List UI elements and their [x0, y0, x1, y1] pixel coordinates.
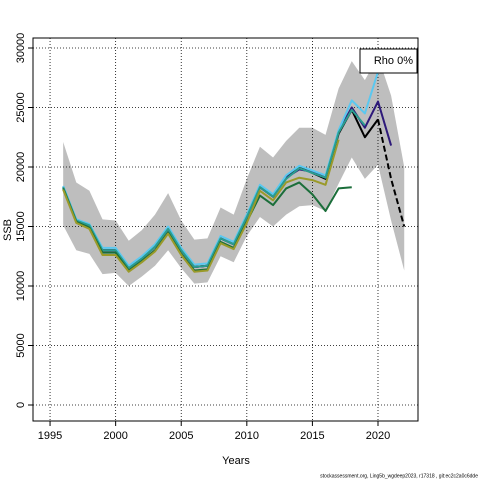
y-tick-label: 15000: [15, 211, 27, 242]
confidence-band: [63, 56, 405, 286]
y-tick-label: 5000: [15, 333, 27, 357]
y-tick-label: 10000: [15, 271, 27, 302]
y-axis-label: SSB: [2, 219, 14, 241]
legend-text: Rho 0%: [374, 55, 413, 67]
x-tick-label: 2020: [366, 430, 390, 442]
x-tick-label: 1995: [38, 430, 62, 442]
x-tick-label: 2000: [103, 430, 127, 442]
x-tick-label: 2005: [169, 430, 193, 442]
y-tick-label: 20000: [15, 152, 27, 183]
series-line: [377, 119, 406, 227]
x-axis-label: Years: [222, 455, 250, 467]
x-tick-label: 2010: [235, 430, 259, 442]
footer: stockassessment.org, Ling5b_wgdeep2023, …: [320, 473, 478, 479]
legend-box: [359, 48, 418, 74]
y-tick-label: 30000: [15, 33, 27, 64]
x-tick-label: 2015: [300, 430, 324, 442]
y-tick-label: 0: [15, 402, 27, 408]
plot-frame: [32, 37, 419, 422]
y-tick-label: 25000: [15, 92, 27, 123]
series-line: [62, 108, 366, 270]
series-line: [62, 139, 340, 273]
